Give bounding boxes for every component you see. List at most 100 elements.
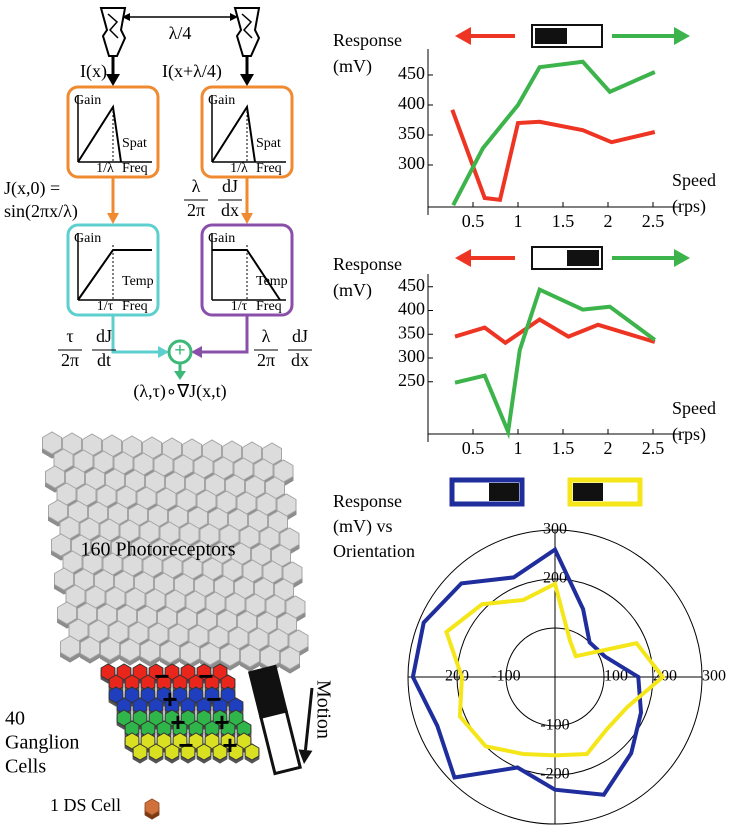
ds-cell: [144, 798, 160, 816]
x-tick-label: 1: [514, 211, 523, 231]
polar-line: [410, 546, 644, 797]
photoreceptor: [60, 635, 80, 659]
photoreceptor: [48, 499, 68, 523]
filter-gain: Gain: [208, 93, 235, 108]
ganglion-cell: [140, 732, 156, 750]
phase-label: J(x,0) =: [4, 178, 60, 199]
fraction-part: dJ: [222, 176, 238, 196]
photoreceptor: [140, 639, 160, 663]
r-tick-label: 200: [445, 668, 469, 685]
y-tick-label: 450: [398, 275, 425, 295]
ganglion-cell: [188, 686, 204, 704]
ganglion-label: Cells: [5, 756, 46, 778]
sum-sign: +: [174, 340, 185, 362]
arrow-head: [191, 346, 202, 358]
y-tick-label: 400: [398, 299, 425, 319]
y-tick-label: 450: [398, 63, 425, 83]
photoreceptor: [260, 645, 280, 669]
stimulus-dark: [535, 28, 567, 44]
x-axis-label: Speed: [672, 170, 716, 190]
ganglion-cell: [132, 743, 148, 761]
ganglion-cell: [156, 686, 172, 704]
ganglion-sign: −: [206, 684, 221, 714]
ganglion-cell: [148, 709, 164, 727]
filter-tick-label: 1/τ: [97, 299, 114, 314]
fraction-part: 2π: [257, 350, 275, 370]
ganglion-cell: [148, 743, 164, 761]
filter-tick-label: 1/λ: [96, 161, 114, 176]
ganglion-label: Ganglion: [5, 732, 79, 754]
polar-line: [444, 581, 666, 758]
connector: [198, 315, 249, 354]
ganglion-cell: [132, 663, 148, 681]
x-axis-label: (rps): [672, 424, 706, 445]
photoreceptor-detail: [107, 13, 119, 39]
ganglion-cell: [100, 663, 116, 681]
ganglion-cell: [212, 743, 228, 761]
photoreceptor: [51, 533, 71, 557]
x-tick-label: 0.5: [462, 438, 485, 458]
data-line: [454, 286, 656, 440]
fraction-part: λ: [192, 176, 201, 196]
ganglion-cell: [164, 663, 180, 681]
ganglion-sign: +: [170, 707, 185, 737]
filter-axis-label: Spat: [122, 136, 147, 151]
x-tick-label: 0.5: [462, 211, 485, 231]
ganglion-cell: [124, 732, 140, 750]
chart-title: (mV) vs: [333, 516, 393, 537]
r-tick-label: -200: [540, 766, 569, 783]
y-tick-label: 400: [398, 93, 425, 113]
y-axis-label: Response: [333, 254, 402, 274]
filter-curve: [77, 249, 152, 301]
arrow-head: [230, 13, 238, 21]
arrow-head: [174, 371, 186, 380]
ganglion-sign: −: [198, 661, 213, 691]
motion-bar-dark: [247, 664, 288, 720]
ganglion-cell: [116, 663, 132, 681]
ganglion-cell: [180, 743, 196, 761]
arrow-shaft: [303, 687, 314, 751]
ganglion-cell: [116, 709, 132, 727]
output-label: (λ,τ)∘∇J(x,t): [133, 381, 226, 402]
y-tick-label: 300: [398, 346, 425, 366]
data-line: [454, 317, 656, 346]
ganglion-cell: [212, 709, 228, 727]
arrow-head: [674, 27, 690, 45]
arrow-head: [298, 749, 313, 764]
ganglion-cell: [140, 686, 156, 704]
x-tick-label: 2: [604, 211, 613, 231]
y-tick-label: 350: [398, 123, 425, 143]
arrow-head: [241, 213, 253, 224]
x-tick-label: 1.5: [552, 211, 575, 231]
arrow-head: [158, 346, 169, 358]
legend-dark: [573, 483, 603, 501]
ganglion-cell: [196, 663, 212, 681]
photoreceptor: [120, 638, 140, 662]
fraction-part: λ: [262, 326, 271, 346]
filter-freq: Freq: [256, 299, 282, 314]
ganglion-cell: [212, 663, 228, 681]
x-tick-label: 1.5: [552, 438, 575, 458]
arrow-head: [455, 249, 471, 267]
fraction-part: dt: [97, 350, 111, 370]
photoreceptor: [57, 601, 77, 625]
ganglion-cell: [180, 663, 196, 681]
ganglion-sign: +: [162, 684, 177, 714]
filter-curve: [211, 104, 256, 163]
ganglion-cell: [156, 732, 172, 750]
r-tick-label: -100: [491, 668, 520, 685]
r-tick-label: -100: [540, 717, 569, 734]
photoreceptor: [220, 643, 240, 667]
data-line: [450, 109, 656, 202]
r-tick-label: 100: [604, 668, 628, 685]
ganglion-cell: [196, 709, 212, 727]
motion-bar-light: [259, 709, 303, 776]
x-tick-label: 2.5: [642, 211, 665, 231]
ganglion-sign: −: [154, 661, 169, 691]
y-axis-label: (mV): [333, 56, 372, 77]
ganglion-cell: [204, 732, 220, 750]
y-axis-label: (mV): [333, 280, 372, 301]
ganglion-cell: [204, 686, 220, 704]
